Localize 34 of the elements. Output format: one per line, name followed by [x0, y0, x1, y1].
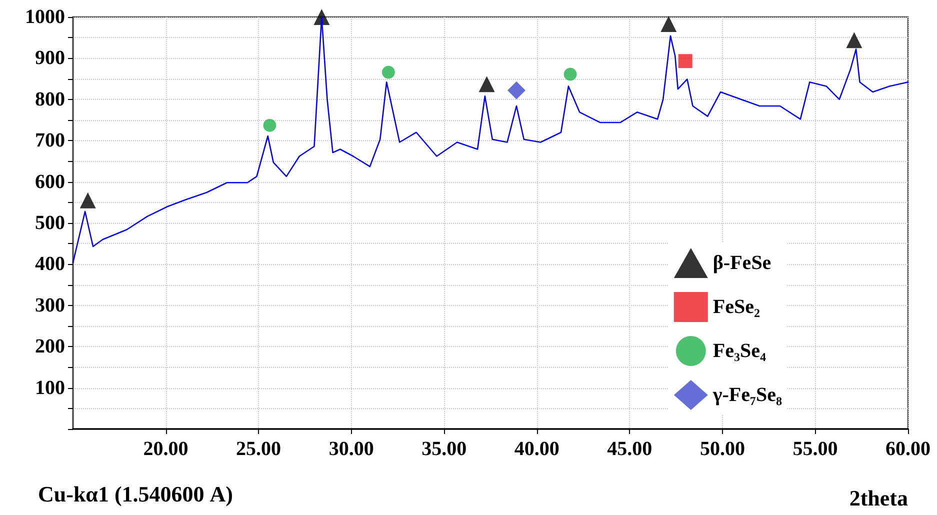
y-tick-label: 100: [35, 376, 65, 399]
point: [846, 32, 862, 48]
point: [263, 118, 276, 132]
y-tick-label: 900: [35, 47, 65, 70]
point: [564, 68, 577, 81]
x-tick-label: 20.00: [143, 438, 188, 460]
point: [678, 54, 692, 68]
point: [507, 81, 526, 100]
x-tick-label: 55.00: [792, 438, 838, 460]
x-tick-label: 45.00: [607, 438, 652, 460]
x-axis-title: 2theta: [849, 486, 908, 510]
y-tick-label: 700: [35, 130, 65, 152]
x-tick-label: 60.00: [886, 438, 930, 460]
y-tick-label: 500: [35, 212, 65, 234]
x-tick-label: 35.00: [422, 438, 467, 460]
y-tick-label: 1000: [25, 6, 65, 28]
point: [80, 192, 96, 208]
x-tick-label: 30.00: [328, 438, 374, 460]
legend-label: γ-Fe₇Se₈: [712, 384, 782, 406]
y-tick-label: 400: [35, 253, 65, 276]
x-tick-label: 25.00: [236, 438, 282, 460]
point: [660, 16, 677, 32]
y-tick-label: 300: [35, 294, 65, 316]
legend-label: β-FeSe: [712, 252, 772, 274]
x-tick-label: 50.00: [700, 438, 745, 460]
x-tick-label: 40.00: [514, 438, 560, 460]
y-tick-label: 200: [35, 336, 65, 358]
y-tick-label: 600: [35, 170, 65, 193]
y-tick-label: 800: [35, 88, 65, 110]
point: [478, 76, 495, 92]
legend-label: FeSe₂: [712, 296, 760, 318]
text: Cu-kα1 (1.540600 A): [38, 482, 234, 506]
point: [382, 66, 395, 79]
legend-label: Fe₃Se₄: [712, 340, 766, 362]
